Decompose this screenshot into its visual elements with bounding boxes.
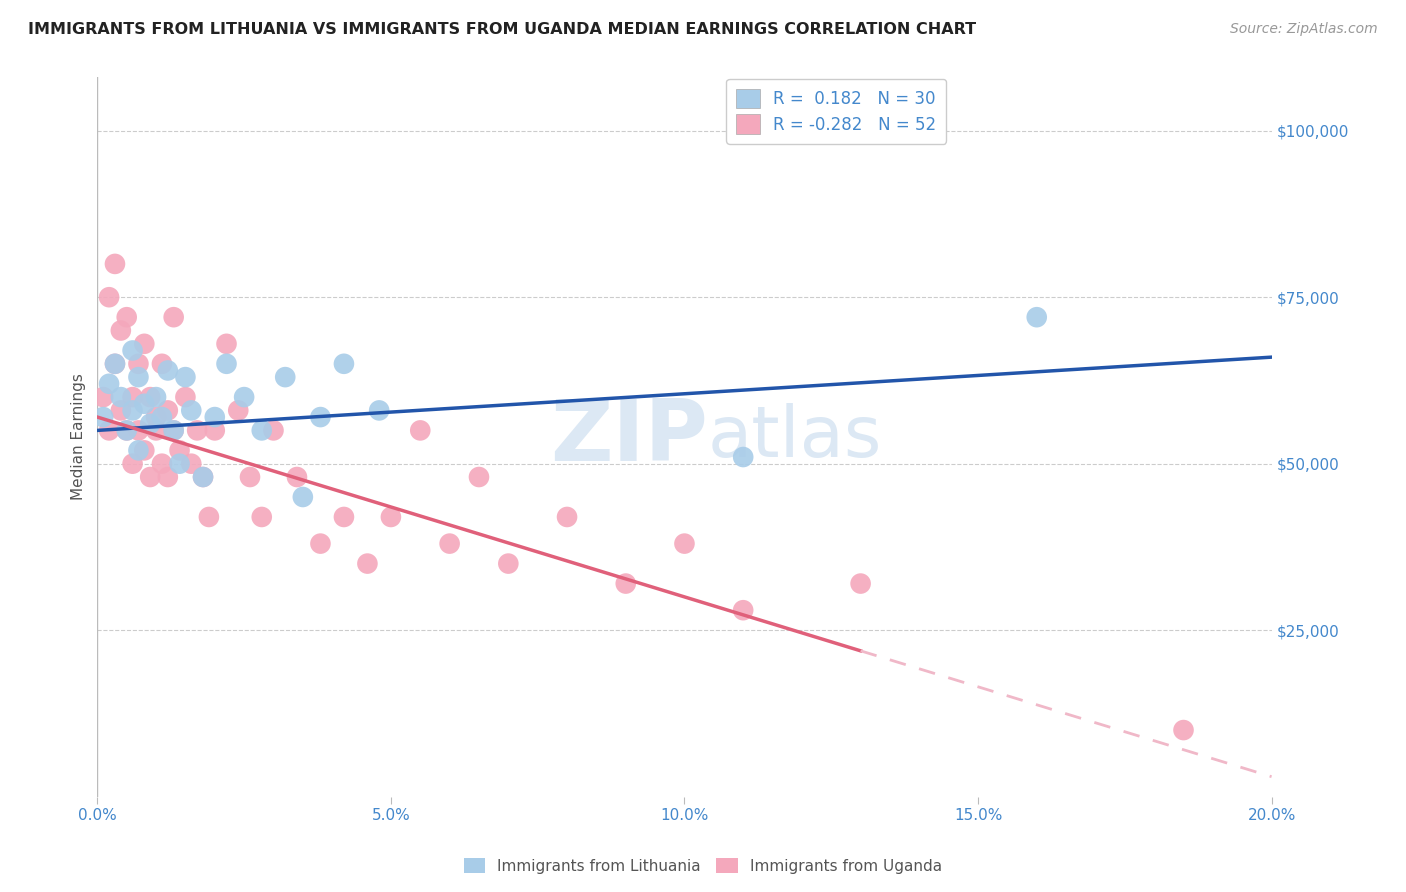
Point [733, 450, 755, 464]
Point [98, 424, 121, 438]
Point [673, 536, 696, 550]
Point [380, 510, 402, 524]
Point [127, 357, 149, 371]
Point [145, 424, 167, 438]
Point [134, 397, 156, 411]
Point [333, 357, 356, 371]
Point [156, 470, 179, 484]
Point [468, 470, 491, 484]
Point [163, 424, 186, 438]
Point [226, 403, 249, 417]
Point [250, 510, 273, 524]
Point [98, 290, 121, 304]
Legend: Immigrants from Lithuania, Immigrants from Uganda: Immigrants from Lithuania, Immigrants fr… [458, 852, 948, 880]
Point [150, 410, 173, 425]
Point [191, 470, 214, 484]
Y-axis label: Median Earnings: Median Earnings [72, 374, 86, 500]
Point [163, 310, 186, 325]
Point [156, 363, 179, 377]
Point [110, 324, 132, 338]
Point [139, 390, 162, 404]
Point [163, 424, 186, 438]
Point [104, 357, 127, 371]
Point [250, 424, 273, 438]
Point [285, 470, 308, 484]
Point [215, 336, 238, 351]
Point [204, 410, 226, 425]
Point [1025, 310, 1047, 325]
Point [150, 457, 173, 471]
Point [127, 443, 149, 458]
Point [169, 457, 191, 471]
Point [145, 410, 167, 425]
Point [121, 343, 143, 358]
Text: Source: ZipAtlas.com: Source: ZipAtlas.com [1230, 22, 1378, 37]
Point [204, 424, 226, 438]
Point [333, 510, 356, 524]
Text: IMMIGRANTS FROM LITHUANIA VS IMMIGRANTS FROM UGANDA MEDIAN EARNINGS CORRELATION : IMMIGRANTS FROM LITHUANIA VS IMMIGRANTS … [28, 22, 976, 37]
Point [115, 424, 138, 438]
Point [215, 357, 238, 371]
Point [104, 257, 127, 271]
Point [110, 403, 132, 417]
Point [233, 390, 256, 404]
Point [239, 470, 262, 484]
Point [180, 457, 202, 471]
Point [274, 370, 297, 384]
Point [91, 410, 114, 425]
Point [134, 443, 156, 458]
Point [356, 557, 378, 571]
Point [98, 376, 121, 391]
Point [91, 390, 114, 404]
Point [309, 410, 332, 425]
Point [498, 557, 520, 571]
Point [174, 390, 197, 404]
Point [150, 357, 173, 371]
Point [110, 390, 132, 404]
Point [180, 403, 202, 417]
Point [368, 403, 391, 417]
Point [191, 470, 214, 484]
Point [849, 576, 872, 591]
Point [291, 490, 314, 504]
Point [555, 510, 578, 524]
Point [1173, 723, 1195, 737]
Point [156, 403, 179, 417]
Point [121, 457, 143, 471]
Point [263, 424, 285, 438]
Text: atlas: atlas [709, 402, 883, 472]
Point [733, 603, 755, 617]
Point [174, 370, 197, 384]
Point [115, 424, 138, 438]
Point [439, 536, 461, 550]
Point [145, 390, 167, 404]
Point [121, 403, 143, 417]
Point [127, 370, 149, 384]
Point [309, 536, 332, 550]
Point [614, 576, 637, 591]
Point [115, 310, 138, 325]
Point [127, 424, 149, 438]
Point [139, 417, 162, 431]
Point [104, 357, 127, 371]
Point [121, 390, 143, 404]
Point [186, 424, 208, 438]
Point [134, 336, 156, 351]
Point [169, 443, 191, 458]
Text: ZIP: ZIP [550, 395, 709, 478]
Point [409, 424, 432, 438]
Point [139, 470, 162, 484]
Point [198, 510, 221, 524]
Legend: R =  0.182   N = 30, R = -0.282   N = 52: R = 0.182 N = 30, R = -0.282 N = 52 [727, 78, 946, 144]
